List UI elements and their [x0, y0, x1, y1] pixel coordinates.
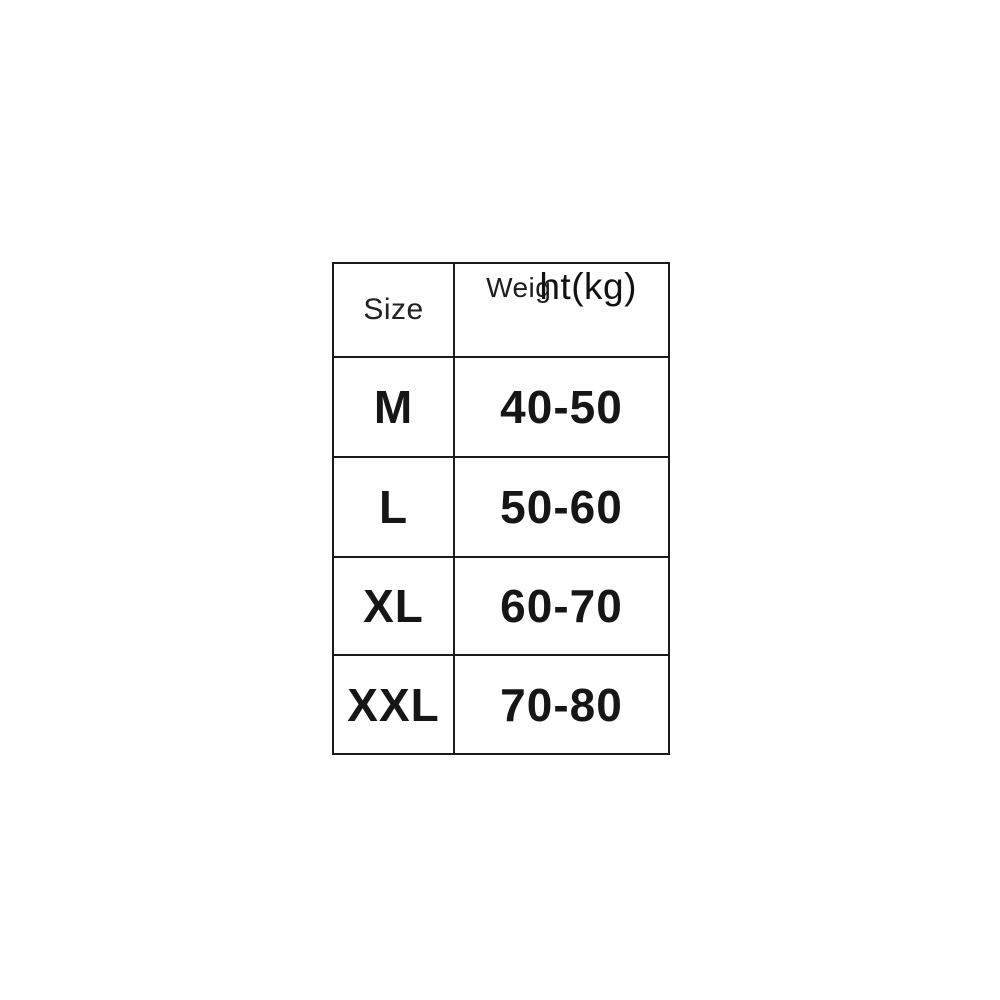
weight-cell-m: 40-50	[455, 358, 668, 458]
weight-cell-l: 50-60	[455, 458, 668, 558]
header-weight-cell: Weig ht(kg)	[455, 264, 668, 358]
size-cell-l: L	[334, 458, 455, 558]
weight-cell-xl: 60-70	[455, 558, 668, 656]
header-weight-label-small: Weig	[486, 272, 552, 303]
header-weight-label-large-overlap: ht(kg)	[539, 266, 637, 307]
size-chart-table: Size Weig ht(kg) M 40-50 L 50-60 XL 60-7…	[332, 262, 670, 755]
size-cell-xl: XL	[334, 558, 455, 656]
size-cell-xxl: XXL	[334, 656, 455, 753]
header-size-cell: Size	[334, 264, 455, 358]
size-cell-m: M	[334, 358, 455, 458]
weight-cell-xxl: 70-80	[500, 678, 623, 731]
